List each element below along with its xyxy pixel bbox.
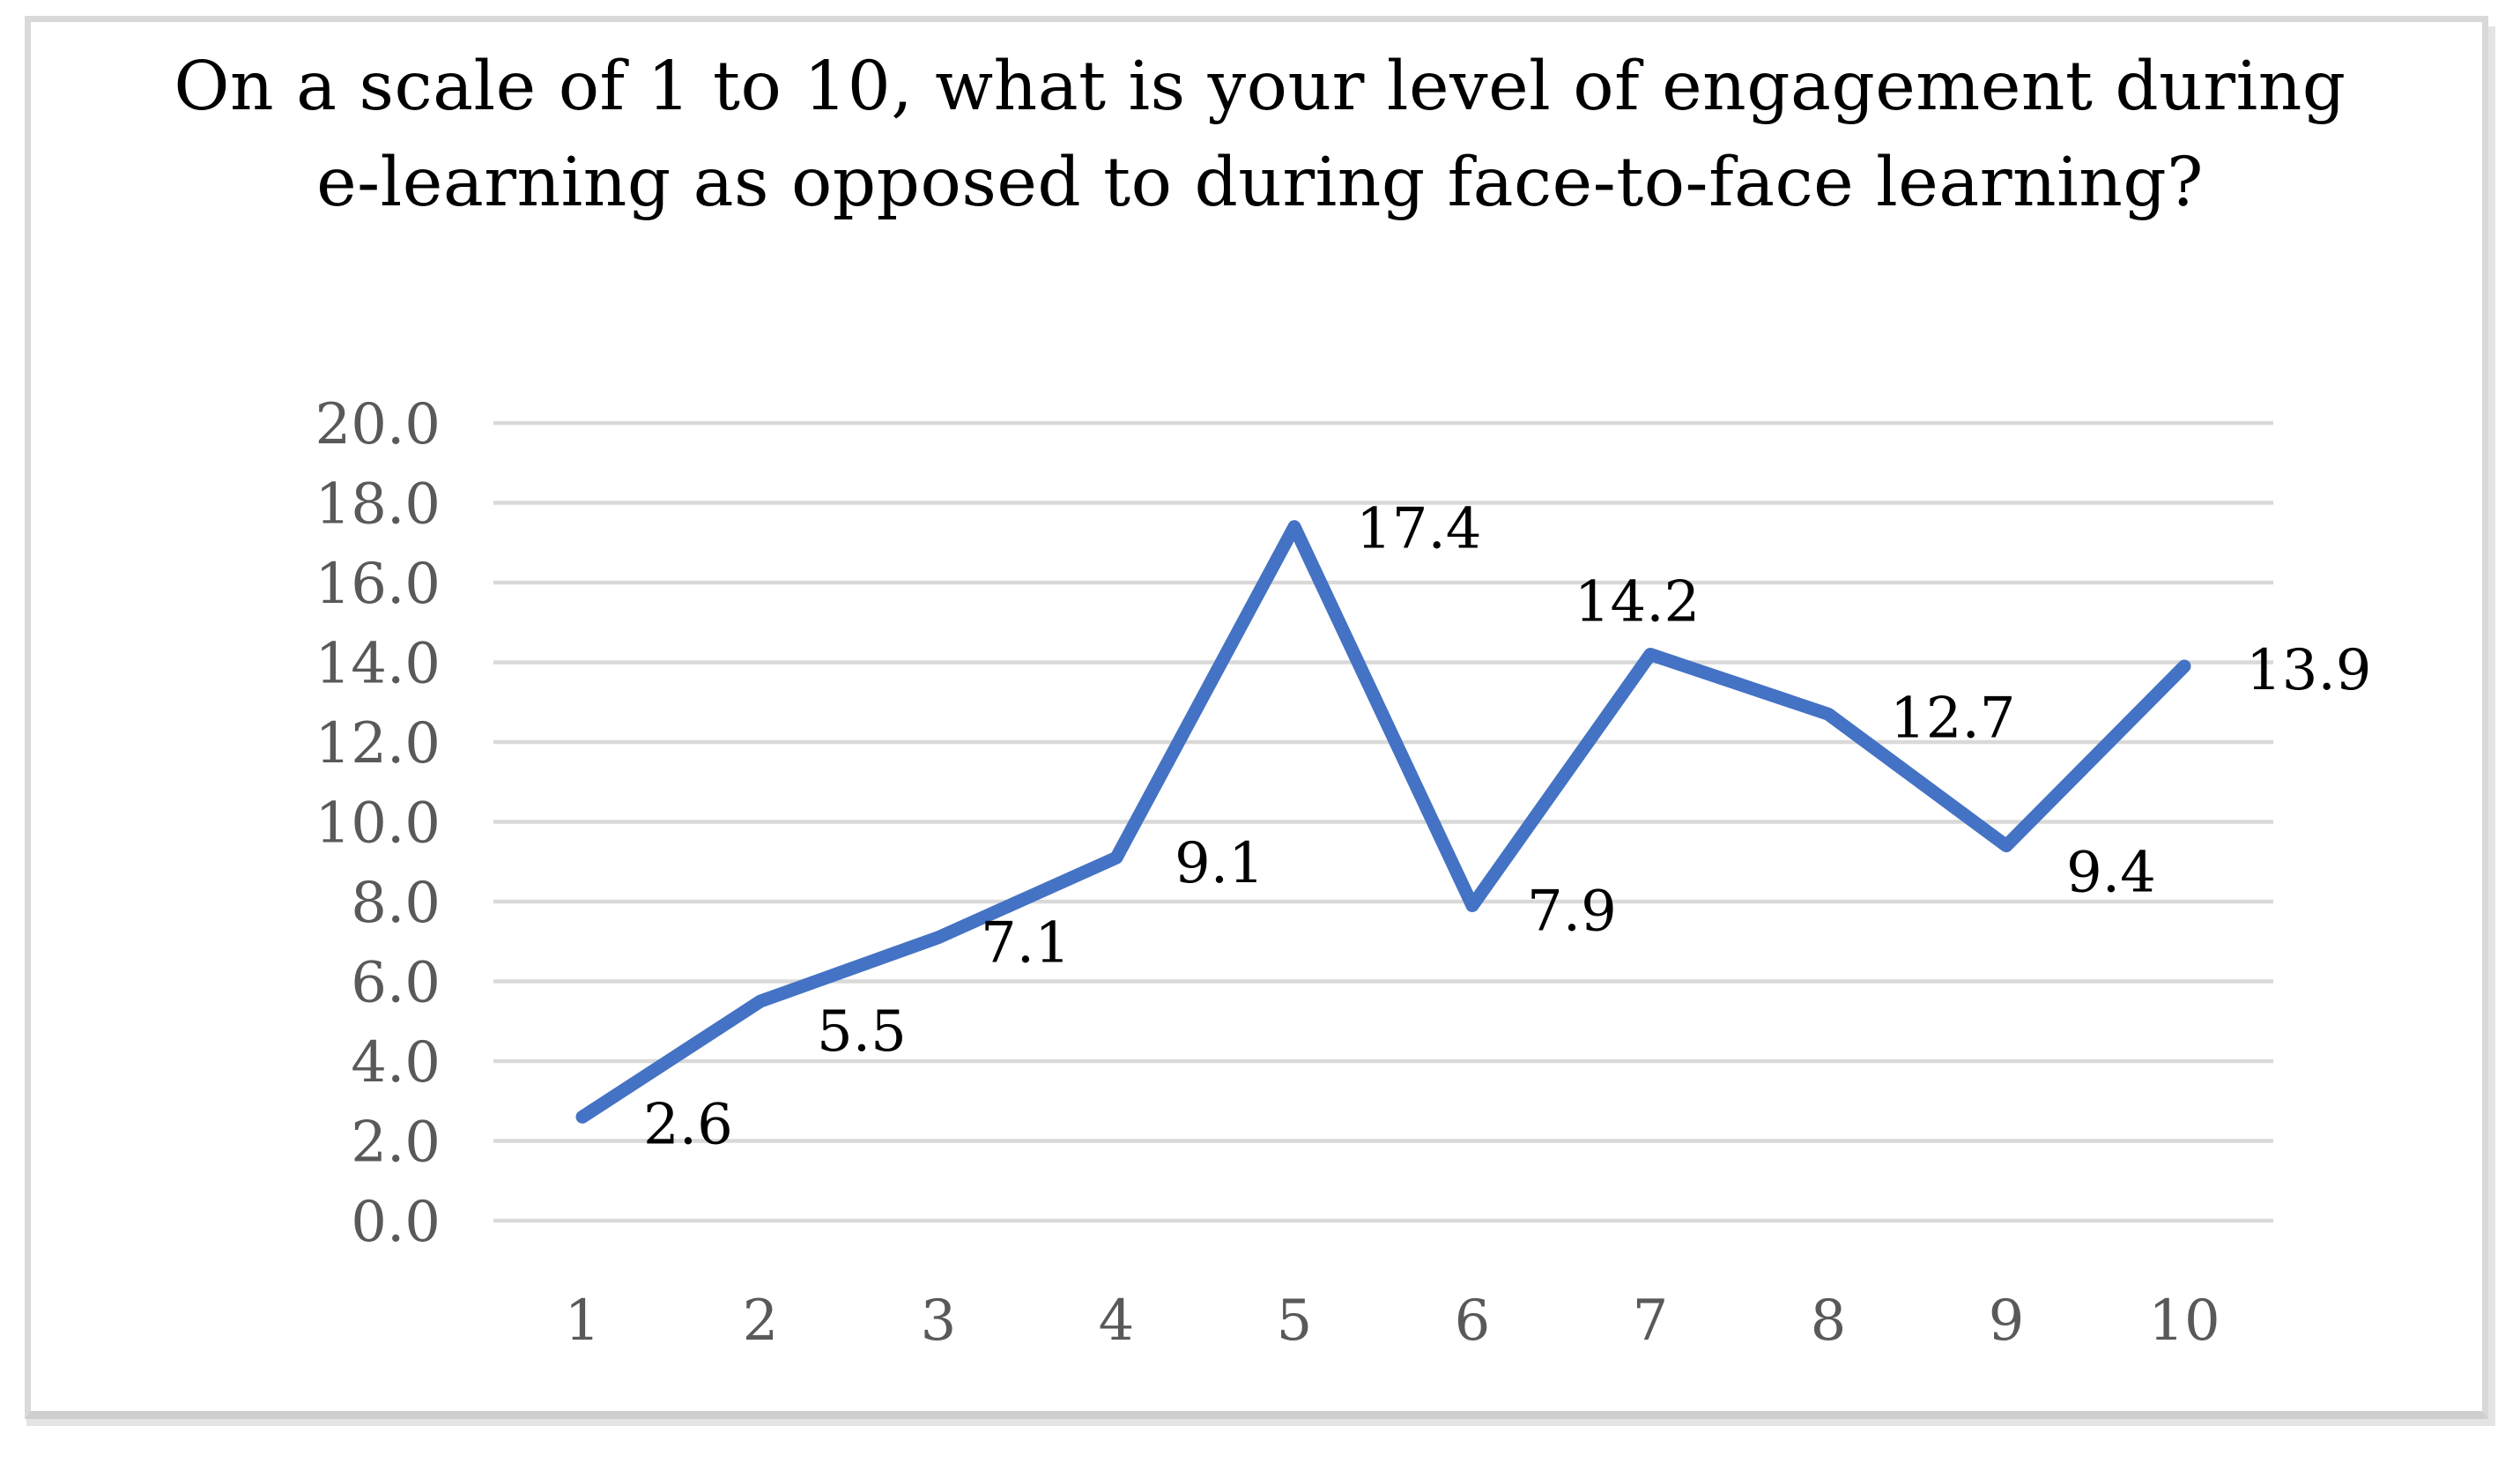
data-label: 7.1 [981, 911, 1071, 977]
x-axis-tick-label: 2 [743, 1288, 779, 1354]
chart-border-frame [25, 16, 2488, 1419]
y-axis-tick-label: 2.0 [351, 1110, 441, 1176]
chart-title: On a scale of 1 to 10, what is your leve… [0, 39, 2520, 232]
chart-title-line-1: On a scale of 1 to 10, what is your leve… [174, 48, 2346, 126]
data-label: 13.9 [2246, 638, 2372, 703]
y-axis-tick-label: 0.0 [351, 1190, 441, 1255]
x-axis-tick-label: 7 [1633, 1288, 1669, 1354]
data-label: 9.1 [1175, 831, 1264, 896]
x-axis-tick-label: 5 [1277, 1288, 1313, 1354]
y-axis-tick-label: 14.0 [315, 632, 441, 697]
chart-title-line-2: e-learning as opposed to during face-to-… [316, 144, 2204, 223]
x-axis-tick-label: 3 [921, 1288, 957, 1354]
data-label: 17.4 [1356, 497, 1482, 562]
data-label: 12.7 [1890, 686, 2016, 751]
y-axis-tick-label: 10.0 [315, 791, 441, 857]
x-axis-tick-label: 9 [1989, 1288, 2025, 1354]
y-axis-tick-label: 16.0 [315, 552, 441, 617]
data-label: 14.2 [1575, 569, 1701, 635]
x-axis-tick-label: 6 [1455, 1288, 1491, 1354]
series-line [575, 520, 2191, 1124]
y-axis-tick-label: 4.0 [351, 1030, 441, 1095]
y-axis-tick-label: 6.0 [351, 951, 441, 1016]
x-axis-tick-label: 4 [1099, 1288, 1135, 1354]
data-label: 2.6 [643, 1092, 733, 1157]
x-axis-tick-label: 8 [1811, 1288, 1847, 1354]
data-label: 7.9 [1527, 880, 1617, 945]
x-axis-tick-label: 10 [2148, 1288, 2220, 1354]
y-axis-tick-label: 8.0 [351, 871, 441, 936]
data-label: 9.4 [2066, 841, 2156, 906]
y-axis-tick-label: 18.0 [315, 472, 441, 538]
data-label: 5.5 [817, 999, 907, 1065]
y-axis-tick-label: 20.0 [315, 392, 441, 457]
y-axis-tick-label: 12.0 [315, 711, 441, 776]
x-axis-tick-label: 1 [565, 1288, 601, 1354]
